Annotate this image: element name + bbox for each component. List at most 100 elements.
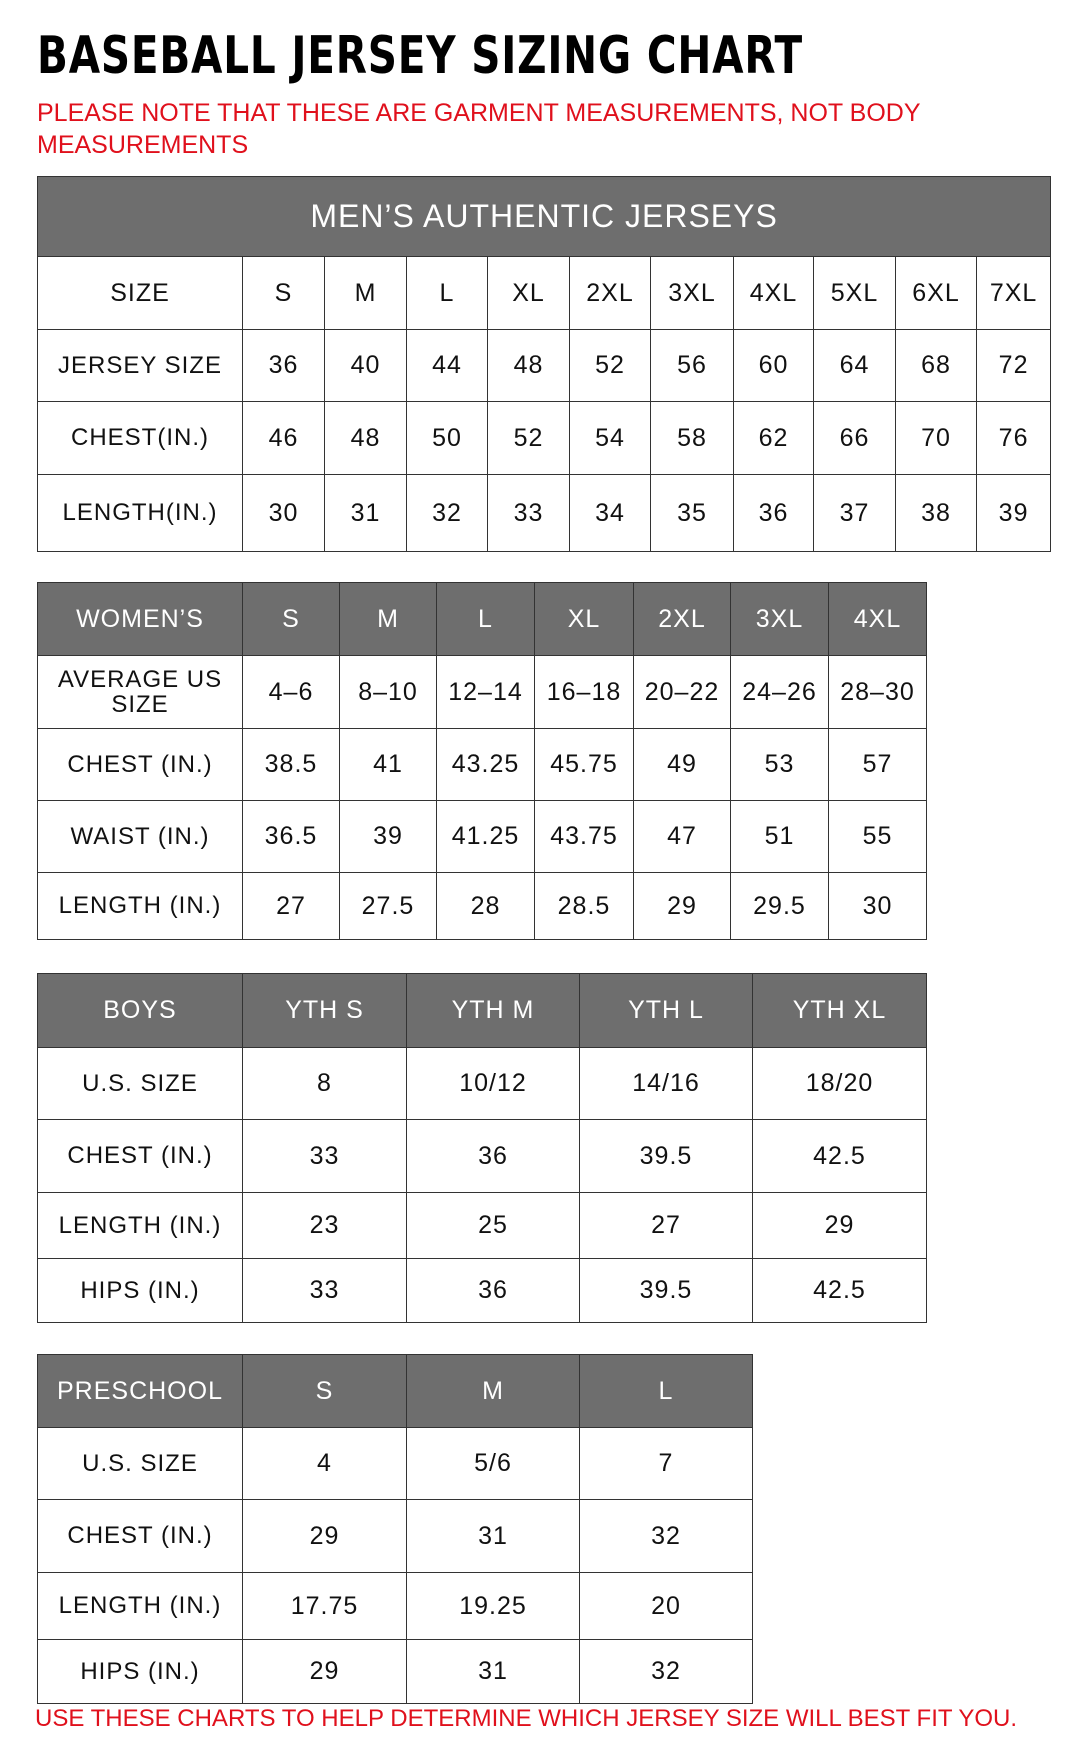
size-header-cell: M bbox=[324, 256, 407, 330]
measurement-cell: 20–22 bbox=[633, 655, 731, 729]
measurement-cell: 4–6 bbox=[242, 655, 340, 729]
header-label-cell: WOMEN’S bbox=[37, 582, 243, 656]
measurement-cell: 43.25 bbox=[436, 728, 535, 801]
measurement-cell: 64 bbox=[813, 329, 896, 402]
size-header-cell: 4XL bbox=[733, 256, 814, 330]
table-header-row: BOYS YTH S YTH M YTH L YTH XL bbox=[37, 973, 927, 1048]
mens-size-table: MEN’S AUTHENTIC JERSEYS SIZE S M L XL 2XL 3XL 4X… bbox=[36, 176, 1052, 552]
measurement-cell: 4 bbox=[242, 1427, 407, 1500]
size-header-cell: 3XL bbox=[650, 256, 734, 330]
measurement-cell: 38 bbox=[895, 474, 977, 552]
row-label-cell: LENGTH (IN.) bbox=[37, 1192, 243, 1259]
size-header-cell: 4XL bbox=[828, 582, 927, 656]
size-header-cell: L bbox=[579, 1354, 753, 1428]
measurement-cell: 29 bbox=[633, 872, 731, 940]
measurement-cell: 32 bbox=[406, 474, 488, 552]
measurement-cell: 50 bbox=[406, 401, 488, 475]
measurement-cell: 32 bbox=[579, 1499, 753, 1573]
row-label-cell: HIPS (IN.) bbox=[37, 1258, 243, 1323]
measurement-cell: 48 bbox=[324, 401, 407, 475]
measurement-cell: 31 bbox=[406, 1499, 580, 1573]
table-row: LENGTH (IN.) 27 27.5 28 28.5 29 29.5 30 bbox=[37, 872, 927, 940]
measurement-cell: 39.5 bbox=[579, 1258, 753, 1323]
row-label-cell: LENGTH(IN.) bbox=[37, 474, 243, 552]
measurement-cell: 35 bbox=[650, 474, 734, 552]
measurement-cell: 56 bbox=[650, 329, 734, 402]
measurement-cell: 5/6 bbox=[406, 1427, 580, 1500]
size-header-cell: XL bbox=[487, 256, 570, 330]
size-header-cell: M bbox=[406, 1354, 580, 1428]
measurement-cell: 33 bbox=[487, 474, 570, 552]
measurement-cell: 52 bbox=[569, 329, 651, 402]
measurement-cell: 68 bbox=[895, 329, 977, 402]
table-row: WAIST (IN.) 36.5 39 41.25 43.75 47 51 55 bbox=[37, 800, 927, 873]
measurement-cell: 57 bbox=[828, 728, 927, 801]
row-label-cell: CHEST(IN.) bbox=[37, 401, 243, 475]
measurement-cell: 55 bbox=[828, 800, 927, 873]
measurement-cell: 72 bbox=[975, 329, 1052, 402]
measurement-cell: 17.75 bbox=[242, 1572, 407, 1640]
table-header-row: WOMEN’S S M L XL 2XL 3XL 4XL bbox=[37, 582, 927, 656]
measurement-cell: 8–10 bbox=[339, 655, 437, 729]
measurement-cell: 76 bbox=[975, 401, 1052, 475]
measurement-cell: 53 bbox=[730, 728, 829, 801]
measurement-cell: 12–14 bbox=[436, 655, 535, 729]
measurement-cell: 14/16 bbox=[579, 1047, 753, 1120]
measurement-cell: 29 bbox=[752, 1192, 927, 1259]
table-header-row: PRESCHOOL S M L bbox=[37, 1354, 753, 1428]
row-label-cell: CHEST (IN.) bbox=[37, 728, 243, 801]
measurement-cell: 24–26 bbox=[730, 655, 829, 729]
measurement-cell: 45.75 bbox=[534, 728, 634, 801]
table-row: LENGTH (IN.) 17.75 19.25 20 bbox=[37, 1572, 753, 1640]
measurement-cell: 38.5 bbox=[242, 728, 340, 801]
header-label-cell: SIZE bbox=[37, 256, 243, 330]
table-row: U.S. SIZE 8 10/12 14/16 18/20 bbox=[37, 1047, 927, 1120]
measurement-cell: 8 bbox=[242, 1047, 407, 1120]
size-header-cell: S bbox=[242, 1354, 407, 1428]
measurement-cell: 46 bbox=[242, 401, 325, 475]
row-label-cell: LENGTH (IN.) bbox=[37, 1572, 243, 1640]
measurement-cell: 52 bbox=[487, 401, 570, 475]
measurement-cell: 29 bbox=[242, 1499, 407, 1573]
row-label-cell: U.S. SIZE bbox=[37, 1427, 243, 1500]
measurement-cell: 20 bbox=[579, 1572, 753, 1640]
size-header-cell: 5XL bbox=[813, 256, 896, 330]
table-row: CHEST (IN.) 29 31 32 bbox=[37, 1499, 753, 1573]
size-header-cell: XL bbox=[534, 582, 634, 656]
measurement-cell: 36 bbox=[406, 1119, 580, 1193]
footer-note: USE THESE CHARTS TO HELP DETERMINE WHICH… bbox=[35, 1705, 1018, 1732]
measurement-cell: 40 bbox=[324, 329, 407, 402]
size-header-cell: 6XL bbox=[895, 256, 977, 330]
page-title: BASEBALL JERSEY SIZING CHART bbox=[37, 26, 803, 86]
measurement-cell: 39 bbox=[975, 474, 1052, 552]
measurement-cell: 28.5 bbox=[534, 872, 634, 940]
measurement-cell: 49 bbox=[633, 728, 731, 801]
row-label-cell: LENGTH (IN.) bbox=[37, 872, 243, 940]
measurement-cell: 42.5 bbox=[752, 1258, 927, 1323]
header-label-cell: BOYS bbox=[37, 973, 243, 1048]
table-row: CHEST (IN.) 38.5 41 43.25 45.75 49 53 57 bbox=[37, 728, 927, 801]
measurement-cell: 36 bbox=[733, 474, 814, 552]
size-header-cell: 2XL bbox=[569, 256, 651, 330]
table-row: CHEST (IN.) 33 36 39.5 42.5 bbox=[37, 1119, 927, 1193]
size-header-cell: M bbox=[339, 582, 437, 656]
measurement-cell: 18/20 bbox=[752, 1047, 927, 1120]
measurement-cell: 27 bbox=[579, 1192, 753, 1259]
measurement-cell: 42.5 bbox=[752, 1119, 927, 1193]
measurement-cell: 34 bbox=[569, 474, 651, 552]
row-label-cell: U.S. SIZE bbox=[37, 1047, 243, 1120]
row-label-cell: CHEST (IN.) bbox=[37, 1499, 243, 1573]
measurement-cell: 33 bbox=[242, 1119, 407, 1193]
table-row: LENGTH(IN.) 30 31 32 33 34 35 36 37 38 39 bbox=[37, 474, 1052, 552]
measurement-cell: 16–18 bbox=[534, 655, 634, 729]
measurement-cell: 58 bbox=[650, 401, 734, 475]
row-label-cell: JERSEY SIZE bbox=[37, 329, 243, 402]
size-header-cell: L bbox=[406, 256, 488, 330]
measurement-cell: 31 bbox=[324, 474, 407, 552]
preschool-size-table: PRESCHOOL S M L U.S. SIZE 4 5/6 7 CHEST (IN.) 29 3… bbox=[37, 1354, 753, 1704]
row-label-cell: WAIST (IN.) bbox=[37, 800, 243, 873]
measurement-cell: 25 bbox=[406, 1192, 580, 1259]
table-row: U.S. SIZE 4 5/6 7 bbox=[37, 1427, 753, 1500]
measurement-cell: 10/12 bbox=[406, 1047, 580, 1120]
